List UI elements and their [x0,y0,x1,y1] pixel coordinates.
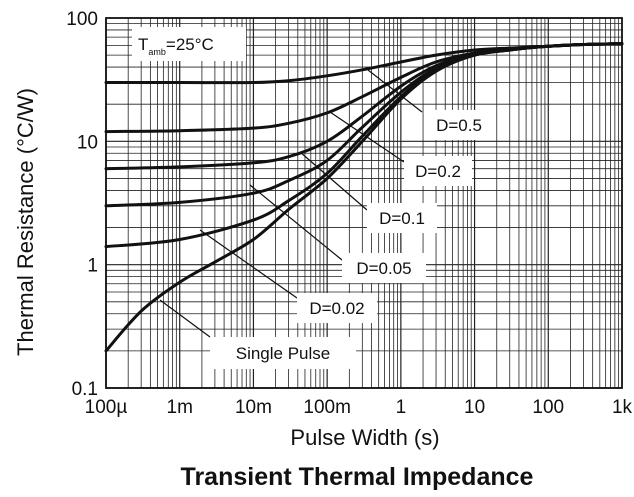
x-axis-label: Pulse Width (s) [290,425,439,450]
x-tick-label: 10 [464,397,485,418]
x-tick-label: 10m [235,397,272,418]
leader-lines [159,69,423,338]
x-tick-label: 100m [303,397,351,418]
x-tick-label: 1 [396,397,407,418]
series-line-single-pulse [104,42,624,353]
label-bg-d-0-1 [367,203,437,233]
y-axis-label: Thermal Resistance (°C/W) [13,88,38,356]
series-label-d-0-02: D=0.02 [309,299,364,318]
condition-label: Tamb=25°C [138,35,214,57]
label-bg-d-0-2 [404,156,472,186]
label-bg-d-0-5 [425,110,493,140]
x-tick-label: 100µ [85,397,128,418]
series-label-d-0-2: D=0.2 [415,162,461,181]
series-label-d-0-5: D=0.5 [436,116,482,135]
leader-line-d-0-2 [329,111,405,163]
x-tick-label: 1m [167,397,193,418]
condition-label-bg [132,27,246,61]
y-tick-label: 1 [87,256,98,277]
chart-title: Transient Thermal Impedance [181,463,534,491]
annotation-group: D=0.5 D=0.2 D=0.1 D=0.05 D=0.02 Single Pulse T… [132,27,493,369]
leader-line-d-0-02 [199,229,298,299]
label-bg-d-0-05 [342,253,426,283]
y-tick-label: 0.1 [72,379,98,400]
tick-labels: 100µ 1m 10m 100m 1 10 100 1k 0.1 1 10 100 [66,9,632,418]
series-label-d-0-05: D=0.05 [356,259,411,278]
x-tick-label: 100 [532,397,564,418]
leader-line-single-pulse [159,299,211,338]
series-group [104,42,624,353]
leader-line-d-0-1 [299,151,368,211]
plot-frame [105,17,623,389]
y-tick-label: 100 [66,9,98,30]
series-label-single-pulse: Single Pulse [236,344,331,363]
grid [105,17,623,389]
label-bg-d-0-02 [297,293,377,323]
leader-line-d-0-05 [249,184,343,261]
series-label-d-0-1: D=0.1 [379,209,425,228]
leader-line-d-0-5 [367,69,423,113]
label-bg-single-pulse [210,337,356,369]
x-tick-label: 1k [612,397,633,418]
y-tick-label: 10 [77,132,98,153]
